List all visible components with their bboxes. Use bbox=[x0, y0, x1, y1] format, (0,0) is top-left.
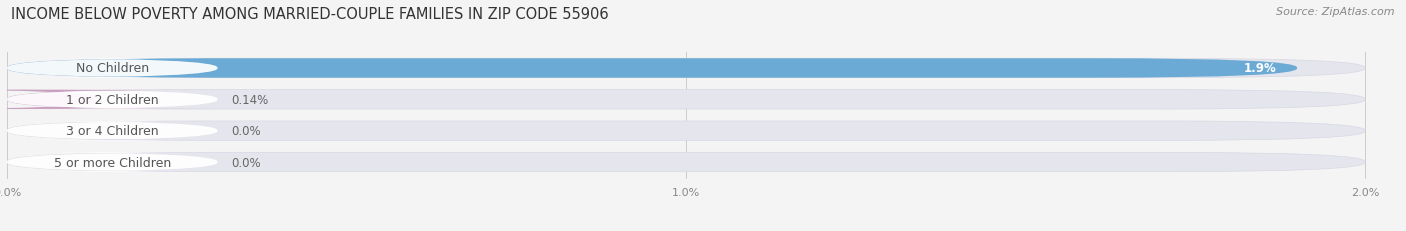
Text: 1 or 2 Children: 1 or 2 Children bbox=[66, 93, 159, 106]
Text: 5 or more Children: 5 or more Children bbox=[53, 156, 172, 169]
FancyBboxPatch shape bbox=[7, 90, 218, 109]
Text: INCOME BELOW POVERTY AMONG MARRIED-COUPLE FAMILIES IN ZIP CODE 55906: INCOME BELOW POVERTY AMONG MARRIED-COUPL… bbox=[11, 7, 609, 22]
Text: Source: ZipAtlas.com: Source: ZipAtlas.com bbox=[1277, 7, 1395, 17]
Text: 3 or 4 Children: 3 or 4 Children bbox=[66, 125, 159, 138]
FancyBboxPatch shape bbox=[7, 90, 1365, 109]
FancyBboxPatch shape bbox=[7, 59, 218, 78]
Text: 0.14%: 0.14% bbox=[231, 93, 269, 106]
FancyBboxPatch shape bbox=[7, 59, 1298, 78]
Text: No Children: No Children bbox=[76, 62, 149, 75]
Text: 0.0%: 0.0% bbox=[231, 125, 260, 138]
FancyBboxPatch shape bbox=[0, 90, 209, 109]
FancyBboxPatch shape bbox=[7, 153, 218, 172]
FancyBboxPatch shape bbox=[7, 122, 1365, 141]
FancyBboxPatch shape bbox=[7, 122, 218, 141]
FancyBboxPatch shape bbox=[7, 153, 1365, 172]
Text: 1.9%: 1.9% bbox=[1244, 62, 1277, 75]
FancyBboxPatch shape bbox=[7, 59, 1365, 78]
Text: 0.0%: 0.0% bbox=[231, 156, 260, 169]
